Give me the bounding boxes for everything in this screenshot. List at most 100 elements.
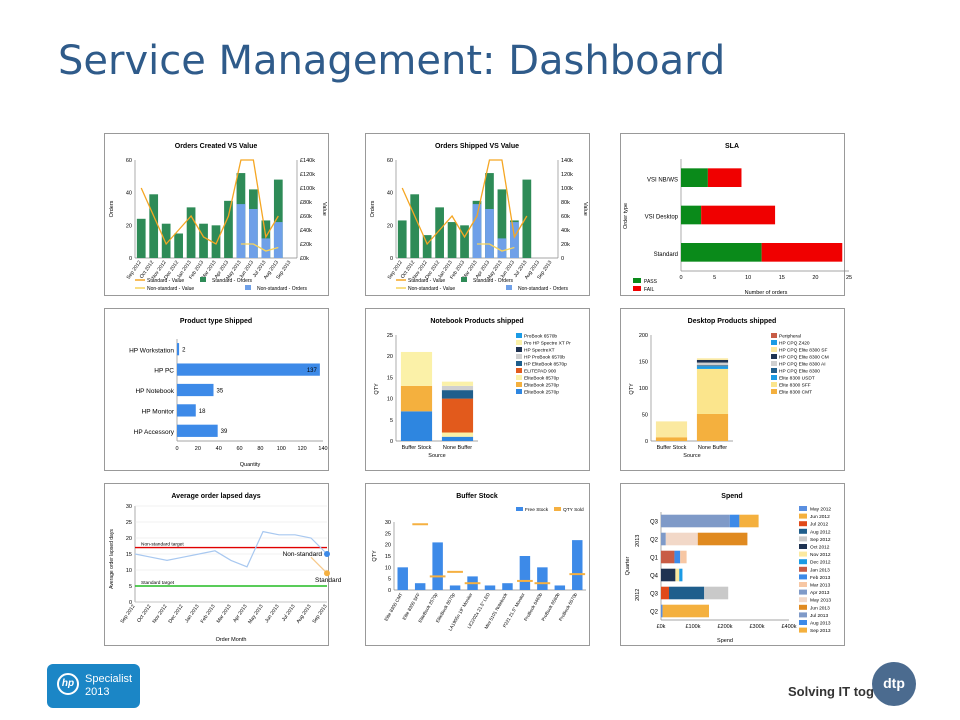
y2-tick-label: £40k — [300, 228, 312, 234]
legend-swatch — [516, 382, 522, 387]
chart-desktop: Desktop Products shipped 0 50 100 150 200 QTY B… — [620, 308, 845, 471]
group-label: 2013 — [635, 535, 641, 547]
y-axis-label: QTY — [374, 383, 380, 395]
bar-fail — [701, 205, 776, 225]
bar-quantity — [177, 343, 180, 356]
chart-sla: SLA 0 5 10 15 20 25 VSI NB/WS VSI Desktop Standar… — [620, 133, 852, 296]
legend-swatch — [200, 277, 206, 282]
bar-standard-orders — [186, 207, 196, 258]
legend-swatch — [799, 536, 807, 542]
x-tick-label: Feb 2013 — [200, 604, 217, 625]
bar-segment — [674, 550, 681, 564]
y-tick-label: HP PC — [154, 368, 174, 375]
y-tick-label: 5 — [129, 584, 132, 590]
x-tick-label: May 2013 — [247, 604, 265, 626]
data-label: 35 — [217, 388, 224, 394]
x-tick-label: Buffer Stock — [657, 445, 687, 451]
legend-label: Sep 2012 — [810, 537, 831, 543]
legend-label: Jul 2013 — [810, 613, 828, 619]
bar-free-stock — [484, 585, 496, 590]
x-axis-label: Spend — [717, 638, 733, 644]
legend-swatch — [554, 507, 561, 511]
bar-quantity — [177, 363, 320, 376]
bar-standard-orders — [136, 218, 146, 258]
data-label: 18 — [199, 409, 206, 415]
bar-segment — [661, 586, 669, 600]
legend-swatch — [799, 627, 807, 633]
legend-swatch — [799, 597, 807, 603]
legend-label: HP ProBook 6570b — [524, 355, 565, 361]
desktop-chart: Desktop Products shipped 0 50 100 150 200 QTY B… — [629, 318, 829, 459]
bar-nonstandard-orders — [249, 209, 258, 258]
bar-segment — [441, 436, 474, 441]
x-tick-label: ProBook 6570b — [558, 592, 578, 622]
bar-pass — [681, 168, 708, 187]
y-tick-label: 25 — [385, 531, 391, 537]
bar-standard-orders — [149, 194, 159, 258]
logo-line1: Specialist — [85, 673, 133, 685]
y-tick-label: 0 — [645, 439, 648, 445]
y-tick-label: 0 — [390, 439, 393, 445]
y-tick-label: Q4 — [650, 574, 659, 580]
x-tick-label: None Buffer — [698, 445, 727, 451]
data-label: 137 — [307, 368, 318, 374]
bar-segment — [739, 514, 759, 528]
y-tick-label: Q1 — [650, 556, 659, 562]
legend-swatch — [799, 521, 807, 527]
bar-nonstandard-orders — [472, 204, 482, 258]
legend-label: HP CPQ Elite 8300 CM — [779, 355, 829, 361]
x-tick-label: Mar 2013 — [216, 604, 233, 625]
legend-swatch — [799, 582, 807, 587]
y2-axis-label: Value — [321, 202, 327, 216]
chart-title: Spend — [721, 493, 742, 500]
bar-segment — [669, 586, 705, 600]
bar-standard-orders — [410, 194, 420, 258]
chart-title: Product type Shipped — [180, 318, 252, 325]
legend-swatch — [771, 368, 777, 373]
bar-standard-orders — [522, 179, 532, 258]
y2-tick-label: 120k — [561, 172, 573, 178]
bar-nonstandard-orders — [485, 209, 494, 258]
bar-segment — [697, 532, 748, 546]
bar-segment — [680, 550, 687, 564]
bar-quantity — [177, 424, 218, 437]
legend-label: EliteBook 8570p — [524, 376, 559, 382]
chart-title: Orders Shipped VS Value — [435, 143, 519, 150]
y2-tick-label: £140k — [300, 158, 315, 164]
bar-pass — [681, 205, 702, 225]
bar-segment — [441, 385, 474, 391]
y-tick-label: 60 — [387, 158, 393, 164]
bar-segment — [729, 514, 740, 528]
chart-title: Desktop Products shipped — [688, 318, 777, 325]
y2-tick-label: 80k — [561, 200, 570, 206]
legend-swatch — [799, 528, 807, 534]
bar-segment — [655, 421, 688, 437]
legend-swatch — [506, 285, 512, 290]
bar-pass — [681, 243, 762, 262]
y-tick-label: 10 — [385, 565, 391, 571]
legend-swatch — [516, 368, 522, 373]
legend-label: Dec 2012 — [810, 560, 831, 566]
product-type-chart: Product type Shipped 0 20 40 60 80 100 120 140 HP… — [129, 318, 328, 468]
y-tick-label: 20 — [387, 223, 393, 229]
orders-created-chart: Orders Created VS Value 0 20 40 60 £0k £20k £40… — [109, 143, 327, 292]
bar-standard-orders — [211, 225, 221, 258]
chart-product-type: Product type Shipped 0 20 40 60 80 100 120 140 HP… — [104, 308, 329, 471]
x-tick-label: £400k — [782, 624, 797, 630]
x-tick-label: Sep 2012 — [119, 604, 136, 625]
buffer-stock-chart: Buffer Stock 0 5 10 15 20 25 30 QTY Elite 8300 CM… — [372, 493, 586, 632]
x-tick-label: Oct 2012 — [136, 604, 153, 624]
y-tick-label: 200 — [639, 333, 648, 339]
bar-segment — [696, 358, 729, 360]
x-tick-label: 40 — [216, 446, 222, 452]
line-standard — [310, 556, 328, 574]
legend-swatch — [799, 574, 807, 580]
y-tick-label: 40 — [126, 191, 132, 197]
legend-swatch — [799, 612, 807, 618]
chart-orders-created: Orders Created VS Value 0 20 40 60 £0k £20k £40… — [104, 133, 329, 296]
bar-segment — [704, 586, 729, 600]
bar-standard-orders — [460, 225, 469, 258]
x-axis-label: Source — [683, 453, 700, 459]
legend-swatch — [771, 333, 777, 338]
bar-segment — [441, 432, 474, 437]
